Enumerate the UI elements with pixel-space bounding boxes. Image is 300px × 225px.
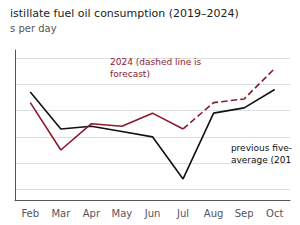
- svg-text:forecast): forecast): [110, 69, 150, 79]
- svg-text:s per day: s per day: [10, 23, 57, 34]
- svg-text:2024 (dashed line is: 2024 (dashed line is: [110, 57, 202, 67]
- svg-text:Aug: Aug: [204, 208, 224, 219]
- svg-text:May: May: [112, 208, 133, 219]
- svg-text:Jun: Jun: [144, 208, 161, 219]
- svg-text:average (201: average (201: [231, 155, 291, 165]
- svg-text:Oct: Oct: [266, 208, 283, 219]
- svg-text:istillate fuel oil consumption: istillate fuel oil consumption (2019–202…: [10, 7, 239, 20]
- svg-text:previous five-: previous five-: [231, 143, 292, 153]
- svg-text:Jul: Jul: [176, 208, 189, 219]
- svg-text:Mar: Mar: [51, 208, 71, 219]
- svg-text:Feb: Feb: [21, 208, 39, 219]
- svg-text:Sep: Sep: [235, 208, 254, 219]
- svg-text:Apr: Apr: [83, 208, 101, 219]
